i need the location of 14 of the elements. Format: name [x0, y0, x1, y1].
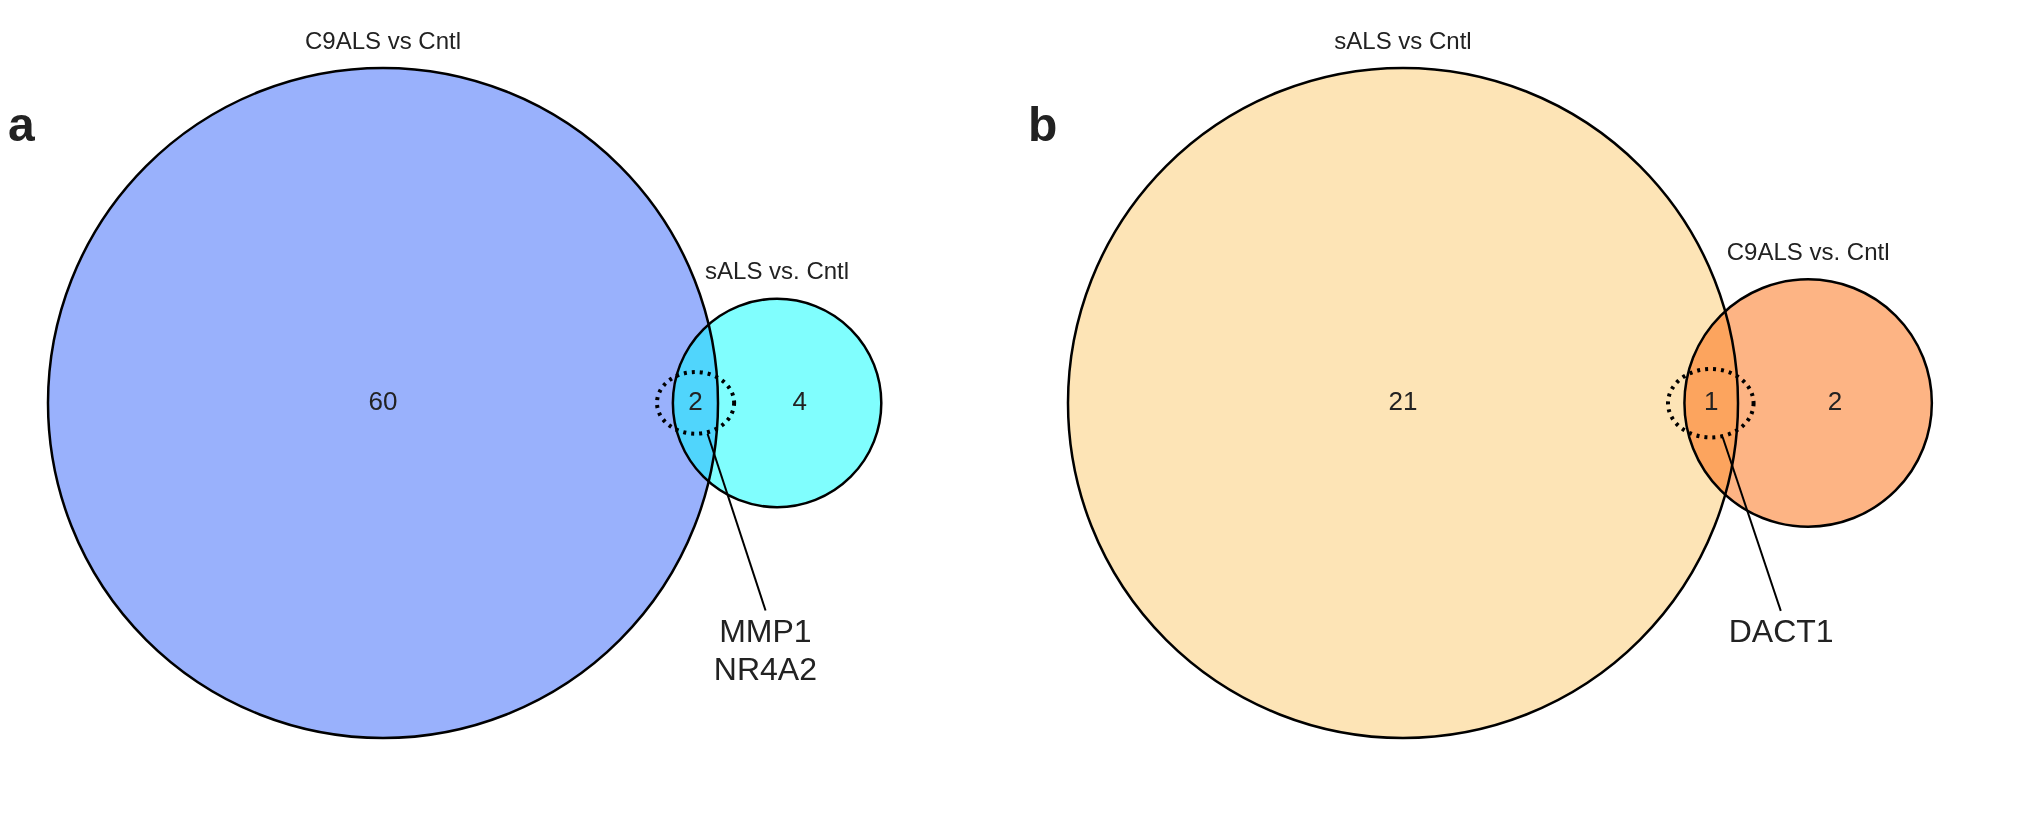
category-label: sALS vs. Cntl: [705, 257, 850, 285]
text: MMP1 NR4A2: [713, 612, 818, 687]
data-label: 21: [1388, 386, 1418, 417]
text: a: [8, 98, 35, 152]
data-label: 60: [368, 386, 398, 417]
category-label: C9ALS vs. Cntl: [1726, 237, 1890, 265]
data-label: 2: [688, 386, 703, 417]
data-label: 4: [792, 386, 807, 417]
data-label: 2: [1827, 386, 1843, 417]
text: b: [1028, 98, 1058, 152]
text: DACT1: [1728, 612, 1834, 649]
data-label: 1: [1703, 386, 1719, 417]
category-label: sALS vs Cntl: [1334, 26, 1472, 54]
category-label: C9ALS vs Cntl: [304, 26, 462, 54]
